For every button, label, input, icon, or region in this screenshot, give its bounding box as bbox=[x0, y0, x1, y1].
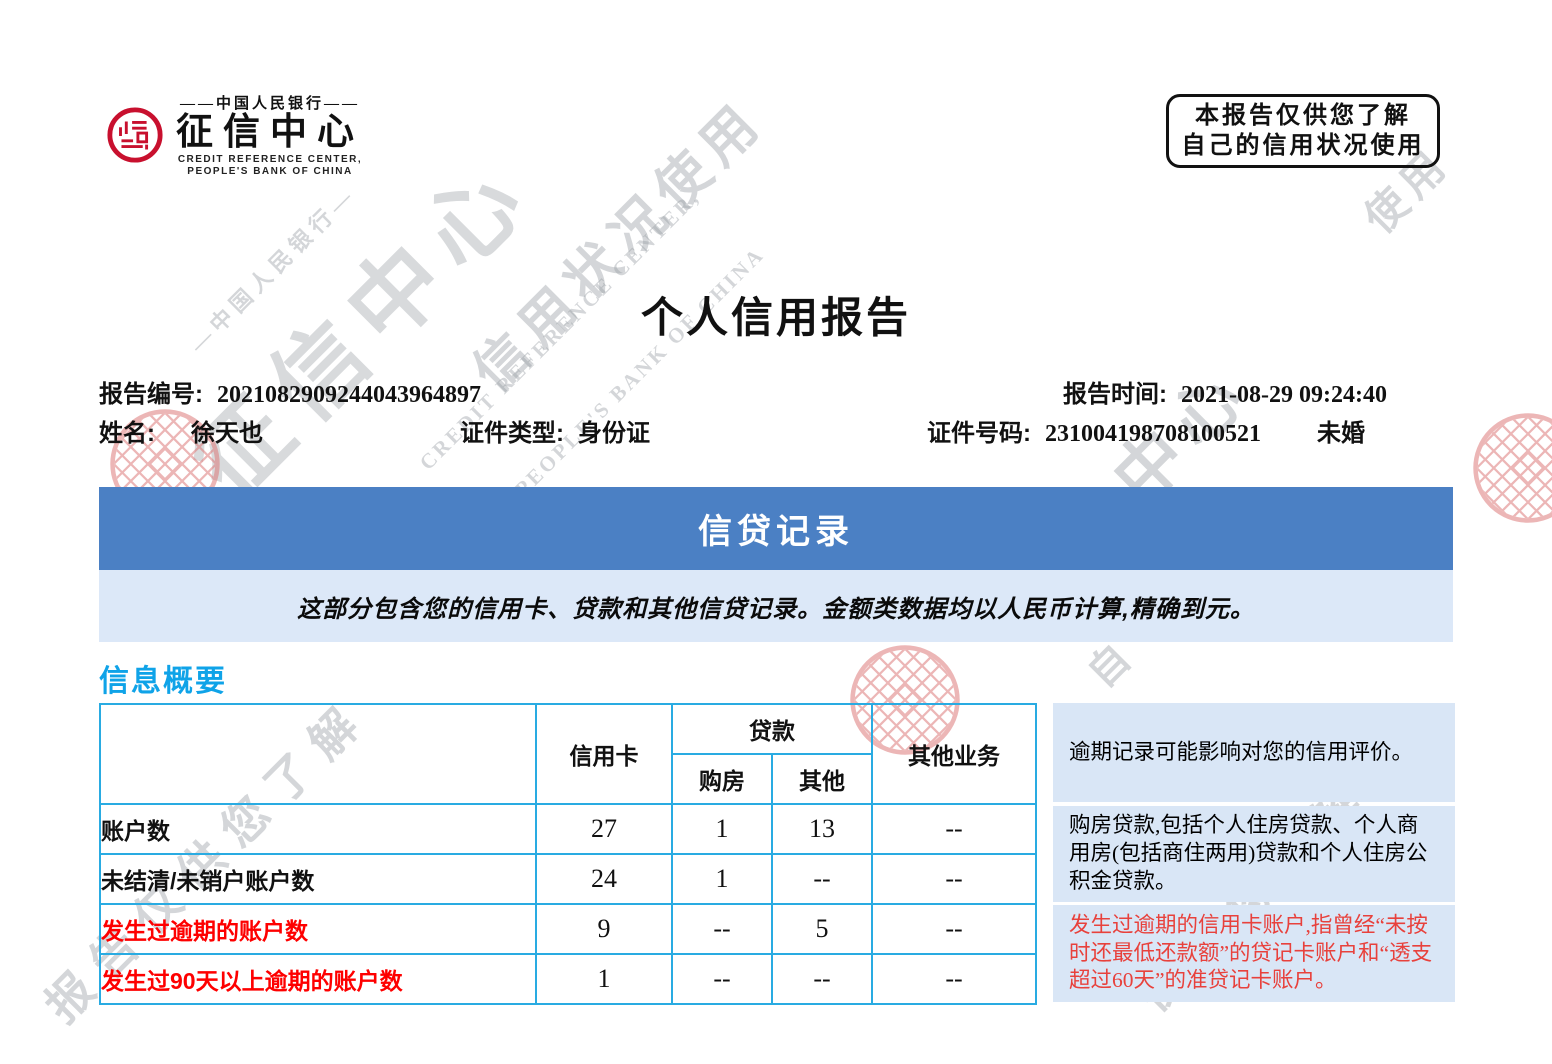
col-header-other-business: 其他业务 bbox=[871, 703, 1037, 805]
report-number-label: 报告编号: bbox=[99, 381, 203, 408]
col-header-loan-other: 其他 bbox=[771, 753, 873, 805]
note-text: 发生过逾期的信用卡账户,指曾经“未按时还最低还款额”的贷记卡账户和“透支超过60… bbox=[1069, 912, 1433, 993]
usage-notice-box: 本报告仅供您了解 自己的信用状况使用 bbox=[1166, 94, 1440, 168]
name-label: 姓名: bbox=[99, 420, 155, 447]
table-row: 发生过90天以上逾期的账户数 1 -- -- -- bbox=[99, 953, 1037, 1005]
section-banner-subtitle: 这部分包含您的信用卡、贷款和其他信贷记录。金额类数据均以人民币计算,精确到元。 bbox=[99, 570, 1453, 642]
id-number-value: 231004198708100521 bbox=[1045, 421, 1261, 447]
col-header-loan-house: 购房 bbox=[671, 753, 773, 805]
cell-loan-other: -- bbox=[771, 853, 873, 905]
cell-loan-house: -- bbox=[671, 953, 773, 1005]
section-banner-title: 信贷记录 bbox=[698, 513, 854, 551]
cell-loan-other: -- bbox=[771, 953, 873, 1005]
row-label: 未结清/未销户账户数 bbox=[99, 853, 537, 905]
page-title: 个人信用报告 bbox=[640, 294, 911, 341]
corner-cell bbox=[99, 703, 537, 805]
table-row: 发生过逾期的账户数 9 -- 5 -- bbox=[99, 903, 1037, 955]
cell-credit-card: 24 bbox=[535, 853, 673, 905]
report-number: 报告编号: 2021082909244043964897 bbox=[99, 374, 481, 409]
cell-other-business: -- bbox=[871, 853, 1037, 905]
logo-english-line2: PEOPLE'S BANK OF CHINA bbox=[187, 166, 353, 178]
section-subtitle-text: 这部分包含您的信用卡、贷款和其他信贷记录。金额类数据均以人民币计算,精确到元。 bbox=[297, 595, 1255, 623]
note-text: 逾期记录可能影响对您的信用评价。 bbox=[1069, 739, 1414, 764]
pboc-logo-text: ——中国人民银行—— 征信中心 CREDIT REFERENCE CENTER,… bbox=[176, 92, 364, 179]
cell-loan-house: -- bbox=[671, 903, 773, 955]
note-house-loan-definition: 购房贷款,包括个人住房贷款、个人商用房(包括商住两用)贷款和个人住房公积金贷款。 bbox=[1053, 806, 1455, 902]
id-type-label: 证件类型: bbox=[460, 420, 564, 447]
notice-line1: 本报告仅供您了解 bbox=[1195, 103, 1411, 129]
note-overdue-impact: 逾期记录可能影响对您的信用评价。 bbox=[1053, 703, 1455, 802]
col-header-credit-card: 信用卡 bbox=[535, 703, 673, 805]
cell-loan-other: 13 bbox=[771, 803, 873, 855]
row-label: 账户数 bbox=[99, 803, 537, 855]
note-text: 购房贷款,包括个人住房贷款、个人商用房(包括商住两用)贷款和个人住房公积金贷款。 bbox=[1069, 813, 1428, 893]
name-value: 徐天也 bbox=[191, 420, 263, 447]
holder-name: 姓名: 徐天也 bbox=[99, 413, 263, 448]
cell-loan-other: 5 bbox=[771, 903, 873, 955]
id-number: 证件号码: 231004198708100521 未婚 bbox=[927, 413, 1365, 448]
cell-credit-card: 9 bbox=[535, 903, 673, 955]
bank-name: ——中国人民银行—— bbox=[179, 96, 360, 112]
row-label: 发生过逾期的账户数 bbox=[99, 903, 537, 955]
cell-credit-card: 27 bbox=[535, 803, 673, 855]
cell-other-business: -- bbox=[871, 803, 1037, 855]
summary-heading: 信息概要 bbox=[99, 665, 227, 698]
pboc-logo: ——中国人民银行—— 征信中心 CREDIT REFERENCE CENTER,… bbox=[106, 92, 364, 179]
notice-line2: 自己的信用状况使用 bbox=[1181, 133, 1425, 159]
cell-loan-house: 1 bbox=[671, 803, 773, 855]
report-number-value: 2021082909244043964897 bbox=[217, 382, 481, 408]
cell-other-business: -- bbox=[871, 903, 1037, 955]
id-type-value: 身份证 bbox=[578, 420, 650, 447]
cell-loan-house: 1 bbox=[671, 853, 773, 905]
marital-status: 未婚 bbox=[1317, 420, 1365, 447]
logo-english-line1: CREDIT REFERENCE CENTER, bbox=[177, 153, 363, 165]
credit-center-name: 征信中心 bbox=[176, 112, 364, 153]
note-overdue-card-definition: 发生过逾期的信用卡账户,指曾经“未按时还最低还款额”的贷记卡账户和“透支超过60… bbox=[1053, 905, 1455, 1002]
report-time-value: 2021-08-29 09:24:40 bbox=[1181, 382, 1387, 408]
id-type: 证件类型: 身份证 bbox=[460, 413, 650, 448]
id-number-label: 证件号码: bbox=[927, 420, 1031, 447]
row-label: 发生过90天以上逾期的账户数 bbox=[99, 953, 537, 1005]
table-row: 账户数 27 1 13 -- bbox=[99, 803, 1037, 855]
cell-credit-card: 1 bbox=[535, 953, 673, 1005]
table-row: 未结清/未销户账户数 24 1 -- -- bbox=[99, 853, 1037, 905]
pboc-coin-logo-icon bbox=[107, 107, 163, 163]
summary-table: 信用卡 贷款 其他业务 购房 其他 账户数 27 1 13 -- 未结清/未销户… bbox=[99, 703, 1037, 1005]
report-time: 报告时间: 2021-08-29 09:24:40 bbox=[1063, 374, 1387, 409]
report-time-label: 报告时间: bbox=[1063, 381, 1167, 408]
cell-other-business: -- bbox=[871, 953, 1037, 1005]
section-banner-credit-records: 信贷记录 bbox=[99, 487, 1453, 570]
col-header-loan: 贷款 bbox=[671, 703, 873, 755]
